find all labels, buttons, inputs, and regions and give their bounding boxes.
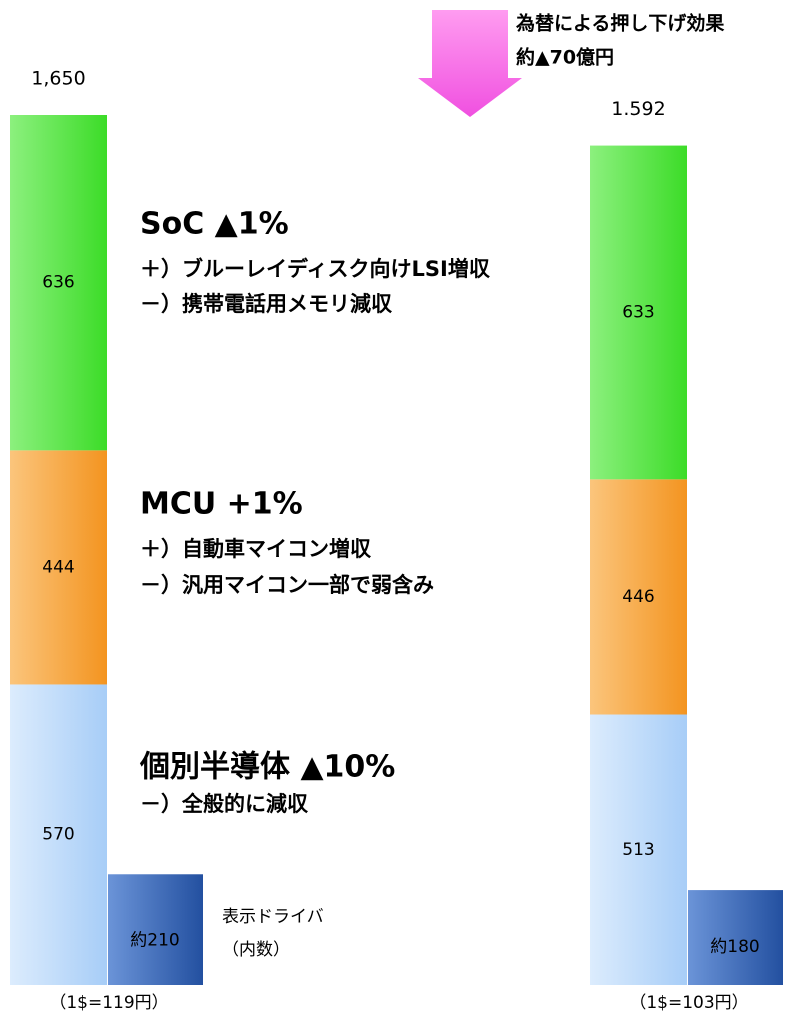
bar-segment xyxy=(10,684,107,985)
fx-arrow xyxy=(418,10,522,117)
driver-value-label: 約180 xyxy=(710,937,759,957)
annotation-line: ＋）自動車マイコン増収 xyxy=(140,537,372,561)
annotation-head: MCU +1% xyxy=(140,487,303,522)
bar-segment xyxy=(590,145,687,480)
annotation-line: －）全般的に減収 xyxy=(140,792,309,816)
driver-label: 表示ドライバ xyxy=(222,907,324,927)
value-label: 633 xyxy=(622,302,654,322)
fx-text: 約▲70億円 xyxy=(516,46,614,69)
annotation-line: －）携帯電話用メモリ減収 xyxy=(140,292,393,316)
annotation-head: 個別半導体 ▲10% xyxy=(139,750,395,785)
value-label: 570 xyxy=(42,825,74,845)
annotation-head: SoC ▲1% xyxy=(140,207,289,242)
total-label: 1,650 xyxy=(31,68,85,90)
x-tick-label: （1$=119円） xyxy=(49,993,168,1013)
bar-segment xyxy=(590,479,687,715)
annotation-line: －）汎用マイコン一部で弱含み xyxy=(140,573,434,597)
driver-label: （内数） xyxy=(222,940,290,960)
value-label: 636 xyxy=(42,273,74,293)
driver-bar xyxy=(688,890,783,985)
fx-text: 為替による押し下げ効果 xyxy=(516,12,724,35)
value-label: 444 xyxy=(42,557,74,577)
x-tick-label: （1$=103円） xyxy=(629,993,748,1013)
bar-segment xyxy=(10,450,107,685)
driver-value-label: 約210 xyxy=(130,931,179,951)
total-label: 1.592 xyxy=(611,98,665,120)
driver-bar xyxy=(108,874,203,985)
annotation-line: ＋）ブルーレイディスク向けLSI増収 xyxy=(140,257,491,281)
value-label: 446 xyxy=(622,587,654,607)
bar-segment xyxy=(590,714,687,985)
value-label: 513 xyxy=(622,840,654,860)
bar-segment xyxy=(10,115,107,451)
